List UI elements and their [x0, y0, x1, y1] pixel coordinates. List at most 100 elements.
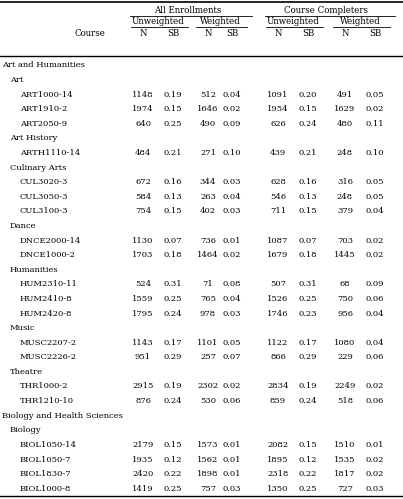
- Text: CUL3050-3: CUL3050-3: [20, 193, 69, 201]
- Text: 1817: 1817: [334, 470, 356, 478]
- Text: 1974: 1974: [132, 105, 154, 113]
- Text: 1935: 1935: [132, 456, 154, 464]
- Text: 0.02: 0.02: [366, 251, 384, 259]
- Text: 0.25: 0.25: [164, 295, 182, 303]
- Text: SB: SB: [226, 28, 238, 37]
- Text: Dance: Dance: [10, 222, 37, 230]
- Text: SB: SB: [302, 28, 314, 37]
- Text: 0.18: 0.18: [299, 251, 317, 259]
- Text: 0.17: 0.17: [164, 339, 182, 347]
- Text: 0.02: 0.02: [366, 470, 384, 478]
- Text: 0.02: 0.02: [223, 105, 241, 113]
- Text: 0.15: 0.15: [299, 105, 317, 113]
- Text: Music: Music: [10, 324, 35, 332]
- Text: 229: 229: [337, 353, 353, 361]
- Text: ART2050-9: ART2050-9: [20, 120, 67, 128]
- Text: 0.24: 0.24: [164, 397, 182, 405]
- Text: 1562: 1562: [197, 456, 218, 464]
- Text: Culinary Arts: Culinary Arts: [10, 164, 66, 172]
- Text: 0.06: 0.06: [366, 397, 384, 405]
- Text: 0.19: 0.19: [164, 90, 182, 98]
- Text: 0.03: 0.03: [223, 207, 241, 215]
- Text: 1080: 1080: [334, 339, 355, 347]
- Text: CUL3100-3: CUL3100-3: [20, 207, 69, 215]
- Text: 1148: 1148: [132, 90, 154, 98]
- Text: BIOL1000-8: BIOL1000-8: [20, 485, 71, 493]
- Text: BIOL1830-7: BIOL1830-7: [20, 470, 72, 478]
- Text: 0.01: 0.01: [223, 456, 241, 464]
- Text: 518: 518: [337, 397, 353, 405]
- Text: 0.25: 0.25: [299, 295, 317, 303]
- Text: 0.01: 0.01: [223, 441, 241, 449]
- Text: ART1000-14: ART1000-14: [20, 90, 73, 98]
- Text: 0.04: 0.04: [223, 193, 241, 201]
- Text: 672: 672: [135, 178, 151, 186]
- Text: 0.02: 0.02: [366, 105, 384, 113]
- Text: 0.05: 0.05: [223, 339, 241, 347]
- Text: 68: 68: [340, 280, 350, 288]
- Text: 439: 439: [270, 149, 286, 157]
- Text: 0.19: 0.19: [299, 383, 317, 391]
- Text: 0.25: 0.25: [164, 120, 182, 128]
- Text: 0.11: 0.11: [366, 120, 384, 128]
- Text: 0.09: 0.09: [366, 280, 384, 288]
- Text: HUM2310-11: HUM2310-11: [20, 280, 78, 288]
- Text: 757: 757: [200, 485, 216, 493]
- Text: 2302: 2302: [197, 383, 218, 391]
- Text: 0.10: 0.10: [223, 149, 241, 157]
- Text: 0.01: 0.01: [366, 441, 384, 449]
- Text: N: N: [274, 28, 282, 37]
- Text: 0.04: 0.04: [366, 309, 384, 317]
- Text: 0.05: 0.05: [366, 193, 384, 201]
- Text: 750: 750: [337, 295, 353, 303]
- Text: DNCE1000-2: DNCE1000-2: [20, 251, 76, 259]
- Text: 0.23: 0.23: [299, 309, 317, 317]
- Text: 1464: 1464: [197, 251, 219, 259]
- Text: 263: 263: [200, 193, 216, 201]
- Text: 0.24: 0.24: [164, 309, 182, 317]
- Text: 379: 379: [337, 207, 353, 215]
- Text: HUM2410-8: HUM2410-8: [20, 295, 73, 303]
- Text: 1954: 1954: [267, 105, 289, 113]
- Text: 754: 754: [135, 207, 151, 215]
- Text: Course Completers: Course Completers: [285, 5, 368, 14]
- Text: 1526: 1526: [267, 295, 289, 303]
- Text: 2179: 2179: [132, 441, 154, 449]
- Text: MUSC2207-2: MUSC2207-2: [20, 339, 77, 347]
- Text: 1535: 1535: [334, 456, 356, 464]
- Text: SB: SB: [167, 28, 179, 37]
- Text: BIOL1050-7: BIOL1050-7: [20, 456, 71, 464]
- Text: 0.15: 0.15: [164, 105, 182, 113]
- Text: 1087: 1087: [267, 237, 289, 245]
- Text: 0.04: 0.04: [223, 90, 241, 98]
- Text: 2420: 2420: [132, 470, 154, 478]
- Text: 0.13: 0.13: [164, 193, 182, 201]
- Text: 0.04: 0.04: [223, 295, 241, 303]
- Text: 0.24: 0.24: [299, 120, 317, 128]
- Text: 0.12: 0.12: [164, 456, 182, 464]
- Text: 0.03: 0.03: [223, 485, 241, 493]
- Text: 1419: 1419: [132, 485, 154, 493]
- Text: 0.15: 0.15: [164, 441, 182, 449]
- Text: 0.12: 0.12: [299, 456, 317, 464]
- Text: 1898: 1898: [197, 470, 219, 478]
- Text: 0.06: 0.06: [223, 397, 241, 405]
- Text: 0.02: 0.02: [223, 383, 241, 391]
- Text: 0.31: 0.31: [299, 280, 317, 288]
- Text: 0.07: 0.07: [299, 237, 317, 245]
- Text: 2834: 2834: [267, 383, 289, 391]
- Text: 71: 71: [203, 280, 213, 288]
- Text: 0.25: 0.25: [164, 485, 182, 493]
- Text: Art History: Art History: [10, 134, 57, 142]
- Text: ARTH1110-14: ARTH1110-14: [20, 149, 80, 157]
- Text: 1445: 1445: [334, 251, 356, 259]
- Text: 316: 316: [337, 178, 353, 186]
- Text: 248: 248: [337, 193, 353, 201]
- Text: 0.16: 0.16: [164, 178, 182, 186]
- Text: Art and Humanities: Art and Humanities: [2, 61, 85, 69]
- Text: 0.03: 0.03: [223, 309, 241, 317]
- Text: 0.09: 0.09: [223, 120, 241, 128]
- Text: 1510: 1510: [334, 441, 356, 449]
- Text: Biology: Biology: [10, 426, 42, 434]
- Text: 628: 628: [270, 178, 286, 186]
